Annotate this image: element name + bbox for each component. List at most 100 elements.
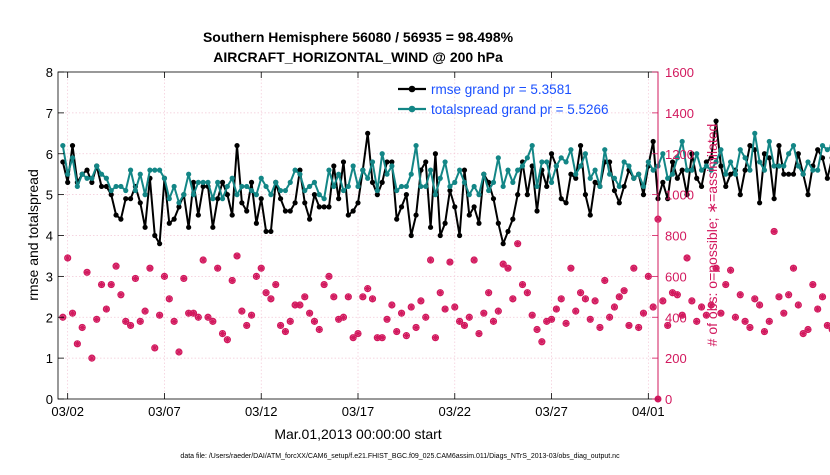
totalspread-point [747, 168, 752, 173]
rmse-point [501, 241, 506, 246]
totalspread-point [612, 176, 617, 181]
rmse-point [825, 176, 830, 181]
totalspread-point [462, 180, 467, 185]
totalspread-point [210, 196, 215, 201]
totalspread-point [346, 184, 351, 189]
totalspread-point [413, 143, 418, 148]
y-left-tick-label: 7 [46, 106, 53, 121]
obs-assimilated-point [156, 312, 162, 318]
rmse-point [462, 168, 467, 173]
rmse-point [230, 212, 235, 217]
totalspread-point [84, 176, 89, 181]
totalspread-point [452, 180, 457, 185]
totalspread-point [776, 163, 781, 168]
obs-assimilated-point [311, 318, 317, 324]
totalspread-point [505, 168, 510, 173]
rmse-point [452, 204, 457, 209]
totalspread-point [501, 184, 506, 189]
y-left-tick-label: 6 [46, 147, 53, 162]
obs-assimilated-point [621, 287, 627, 293]
totalspread-point [583, 151, 588, 156]
totalspread-point [201, 180, 206, 185]
y-right-tick-label: 1400 [665, 106, 694, 121]
y-right-tick-label: 400 [665, 310, 687, 325]
obs-assimilated-point [94, 316, 100, 322]
obs-assimilated-point [389, 302, 395, 308]
totalspread-point [733, 172, 738, 177]
rmse-point [331, 163, 336, 168]
obs-assimilated-point [694, 318, 700, 324]
totalspread-point [442, 159, 447, 164]
obs-assimilated-point [282, 328, 288, 334]
obs-assimilated-point [602, 277, 608, 283]
obs-assimilated-point [577, 290, 583, 296]
totalspread-point [607, 172, 612, 177]
totalspread-point [539, 159, 544, 164]
y-left-tick-label: 3 [46, 269, 53, 284]
rmse-point [747, 143, 752, 148]
obs-assimilated-point [64, 255, 70, 261]
totalspread-point [172, 184, 177, 189]
rmse-point [510, 217, 515, 222]
obs-assimilated-point [790, 265, 796, 271]
totalspread-point [317, 192, 322, 197]
obs-assimilated-point [519, 281, 525, 287]
data-file-footnote: data file: /Users/raeder/DAI/ATM_forcXX/… [180, 453, 620, 460]
totalspread-point [225, 184, 230, 189]
obs-assimilated-point [316, 326, 322, 332]
obs-assimilated-point [253, 273, 259, 279]
rmse-point [288, 208, 293, 213]
rmse-point [239, 200, 244, 205]
totalspread-point [418, 184, 423, 189]
obs-assimilated-point [224, 337, 230, 343]
obs-assimilated-point [244, 322, 250, 328]
obs-assimilated-point [781, 310, 787, 316]
rmse-point [723, 184, 728, 189]
x-tick-label: 03/27 [535, 404, 568, 419]
rmse-point [641, 192, 646, 197]
obs-assimilated-point [597, 324, 603, 330]
totalspread-point [723, 172, 728, 177]
rmse-point [99, 184, 104, 189]
rmse-point [84, 168, 89, 173]
rmse-point [660, 180, 665, 185]
totalspread-point [791, 143, 796, 148]
rmse-point [651, 139, 656, 144]
totalspread-point [191, 192, 196, 197]
rmse-point [404, 192, 409, 197]
obs-assimilated-point [573, 308, 579, 314]
obs-assimilated-point [727, 267, 733, 273]
obs-assimilated-point [742, 318, 748, 324]
totalspread-point [563, 159, 568, 164]
obs-assimilated-point [248, 312, 254, 318]
totalspread-point [239, 184, 244, 189]
totalspread-point [670, 172, 675, 177]
rmse-point [409, 233, 414, 238]
obs-assimilated-point [524, 290, 530, 296]
obs-assimilated-point [814, 306, 820, 312]
obs-assimilated-point [277, 322, 283, 328]
totalspread-point [680, 139, 685, 144]
totalspread-point [99, 172, 104, 177]
totalspread-point [486, 188, 491, 193]
obs-assimilated-point [297, 302, 303, 308]
totalspread-point [510, 180, 515, 185]
obs-assimilated-point [268, 296, 274, 302]
rmse-point [351, 208, 356, 213]
obs-assimilated-point [650, 304, 656, 310]
obs-assimilated-point [723, 281, 729, 287]
totalspread-point [322, 196, 327, 201]
obs-assimilated-point [689, 298, 695, 304]
totalspread-point [810, 168, 815, 173]
obs-assimilated-point [74, 341, 80, 347]
obs-assimilated-point [534, 326, 540, 332]
totalspread-point [283, 188, 288, 193]
totalspread-point [554, 163, 559, 168]
rmse-point [622, 184, 627, 189]
rmse-point [476, 221, 481, 226]
totalspread-point [820, 143, 825, 148]
y-right-tick-label: 1200 [665, 147, 694, 162]
obs-assimilated-point [437, 290, 443, 296]
